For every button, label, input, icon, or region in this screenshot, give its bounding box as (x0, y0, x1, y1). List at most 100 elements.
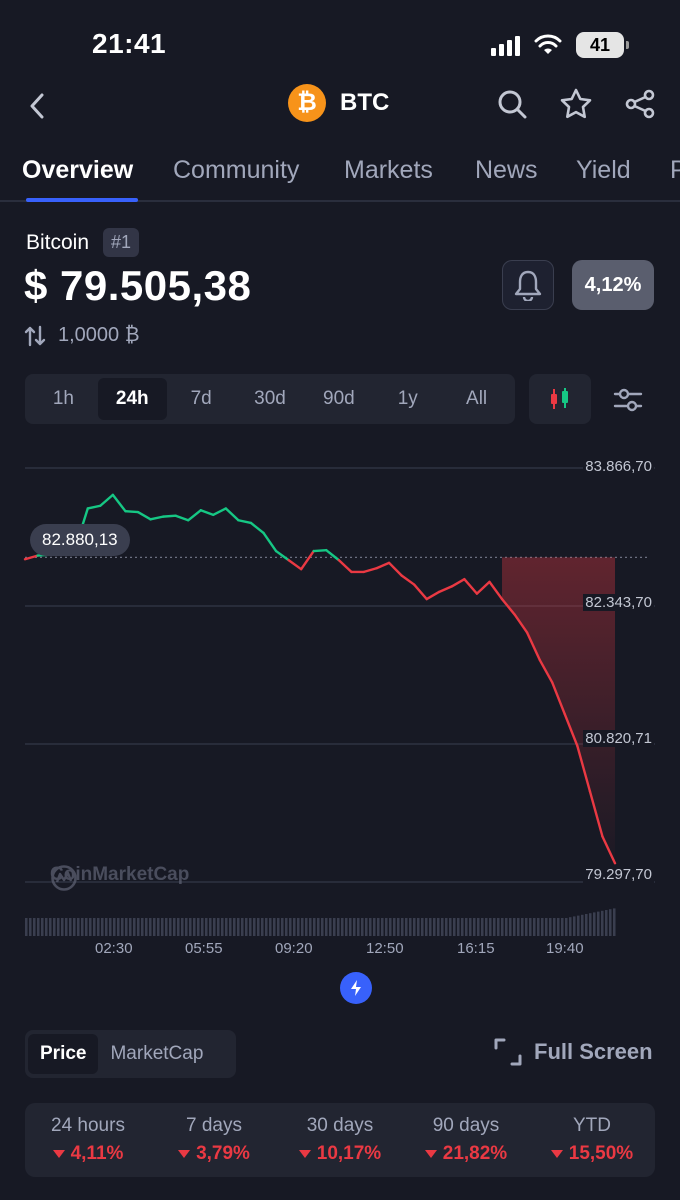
candlestick-toggle-button[interactable] (529, 374, 591, 424)
tab-community[interactable]: Community (173, 156, 300, 184)
conversion-row[interactable]: 1,0000 ₿ (24, 324, 140, 347)
volume-bar (613, 908, 616, 936)
price-line-segment (387, 561, 403, 577)
price-performance-summary: 24 hours 4,11% 7 days 3,79% 30 days 10,1… (25, 1103, 655, 1177)
search-button[interactable] (494, 86, 530, 122)
volume-bar (509, 918, 512, 936)
coin-name: Bitcoin (26, 230, 90, 254)
y-tick-label: 82.343,70 (583, 594, 654, 611)
metric-price-button[interactable]: Price (28, 1034, 99, 1074)
coin-name-row: Bitcoin #1 (26, 228, 140, 257)
price-line-segment (400, 574, 416, 586)
sliders-icon (613, 388, 643, 412)
volume-bar (333, 918, 336, 936)
tab-partial[interactable]: P (670, 156, 680, 184)
volume-bar (393, 918, 396, 936)
volume-bar (437, 918, 440, 936)
volume-bar (469, 918, 472, 936)
down-triangle-icon (52, 1150, 65, 1158)
watchlist-button[interactable] (558, 86, 594, 122)
volume-bar (401, 918, 404, 936)
volume-bar (449, 918, 452, 936)
volume-bar (137, 918, 140, 936)
range-30d[interactable]: 30d (254, 388, 286, 409)
range-90d[interactable]: 90d (323, 388, 355, 409)
range-24h[interactable]: 24h (97, 378, 167, 420)
down-triangle-icon (178, 1150, 191, 1158)
fullscreen-button[interactable]: Full Screen (494, 1038, 653, 1066)
price-line-segment (224, 507, 240, 522)
price-line-segment (262, 531, 278, 553)
volume-bar (565, 918, 568, 936)
price-line-segment (312, 548, 328, 553)
price-line-segment (362, 567, 378, 574)
status-bar: 21:41 41 (0, 0, 680, 90)
price-line-segment (174, 514, 190, 522)
price-line-segment (425, 590, 441, 601)
expand-icon (494, 1038, 522, 1066)
range-1y[interactable]: 1y (397, 388, 418, 409)
volume-bar (45, 918, 48, 936)
volume-bar (581, 914, 584, 936)
volume-bar (553, 918, 556, 936)
tab-markets[interactable]: Markets (344, 156, 433, 184)
range-all[interactable]: All (466, 388, 488, 409)
volume-bar (249, 918, 252, 936)
volume-bar (77, 918, 80, 936)
price-chart[interactable]: CoinMarketCap 82.880,13 83.866,70 82.343… (0, 440, 680, 970)
price-alert-button[interactable] (502, 260, 554, 310)
volume-bar (497, 918, 500, 936)
volume-bar (33, 918, 36, 936)
price-line-segment (287, 558, 303, 571)
volume-bar (297, 918, 300, 936)
volume-bar (517, 918, 520, 936)
status-icons: 41 (491, 32, 629, 58)
watermark: CoinMarketCap (50, 864, 189, 891)
performance-change: 15,50% (550, 1143, 633, 1165)
volume-bar (329, 918, 332, 936)
chart-events-button[interactable] (340, 972, 372, 1004)
tab-overview[interactable]: Overview (22, 156, 134, 184)
volume-bar (477, 918, 480, 936)
volume-bar (585, 914, 588, 936)
volume-bar (217, 918, 220, 936)
down-triangle-icon (424, 1150, 437, 1158)
volume-bar (285, 918, 288, 936)
volume-bar (441, 918, 444, 936)
volume-bar (597, 911, 600, 936)
volume-bar (569, 917, 572, 936)
volume-bar (505, 918, 508, 936)
volume-bar (261, 918, 264, 936)
volume-bar (457, 918, 460, 936)
volume-bar (413, 918, 416, 936)
volume-bar (321, 918, 324, 936)
price-line-segment (186, 509, 202, 522)
tab-news[interactable]: News (475, 156, 538, 184)
performance-change: 4,11% (52, 1143, 123, 1165)
volume-bar (197, 918, 200, 936)
candlestick-icon (551, 388, 568, 409)
volume-bar (49, 918, 52, 936)
chart-settings-button[interactable] (608, 380, 648, 420)
performance-period: 7 days (186, 1115, 242, 1136)
range-7d[interactable]: 7d (190, 388, 212, 409)
volume-bar (237, 918, 240, 936)
x-tick-label: 16:15 (457, 940, 495, 957)
volume-bar (461, 918, 464, 936)
volume-bar (133, 918, 136, 936)
volume-bar (121, 918, 124, 936)
metric-marketcap-button[interactable]: MarketCap (110, 1043, 204, 1064)
tab-yield[interactable]: Yield (576, 156, 631, 184)
share-button[interactable] (622, 86, 658, 122)
range-1h[interactable]: 1h (52, 388, 74, 409)
volume-bar (301, 918, 304, 936)
volume-bar (589, 913, 592, 936)
volume-bar (241, 918, 244, 936)
volume-bar (433, 918, 436, 936)
x-tick-label: 12:50 (366, 940, 404, 957)
bitcoin-logo-icon: ₿ (288, 84, 326, 122)
back-button[interactable] (22, 86, 52, 126)
volume-bar (229, 918, 232, 936)
volume-bar (177, 918, 180, 936)
x-tick-label: 05:55 (185, 940, 223, 957)
